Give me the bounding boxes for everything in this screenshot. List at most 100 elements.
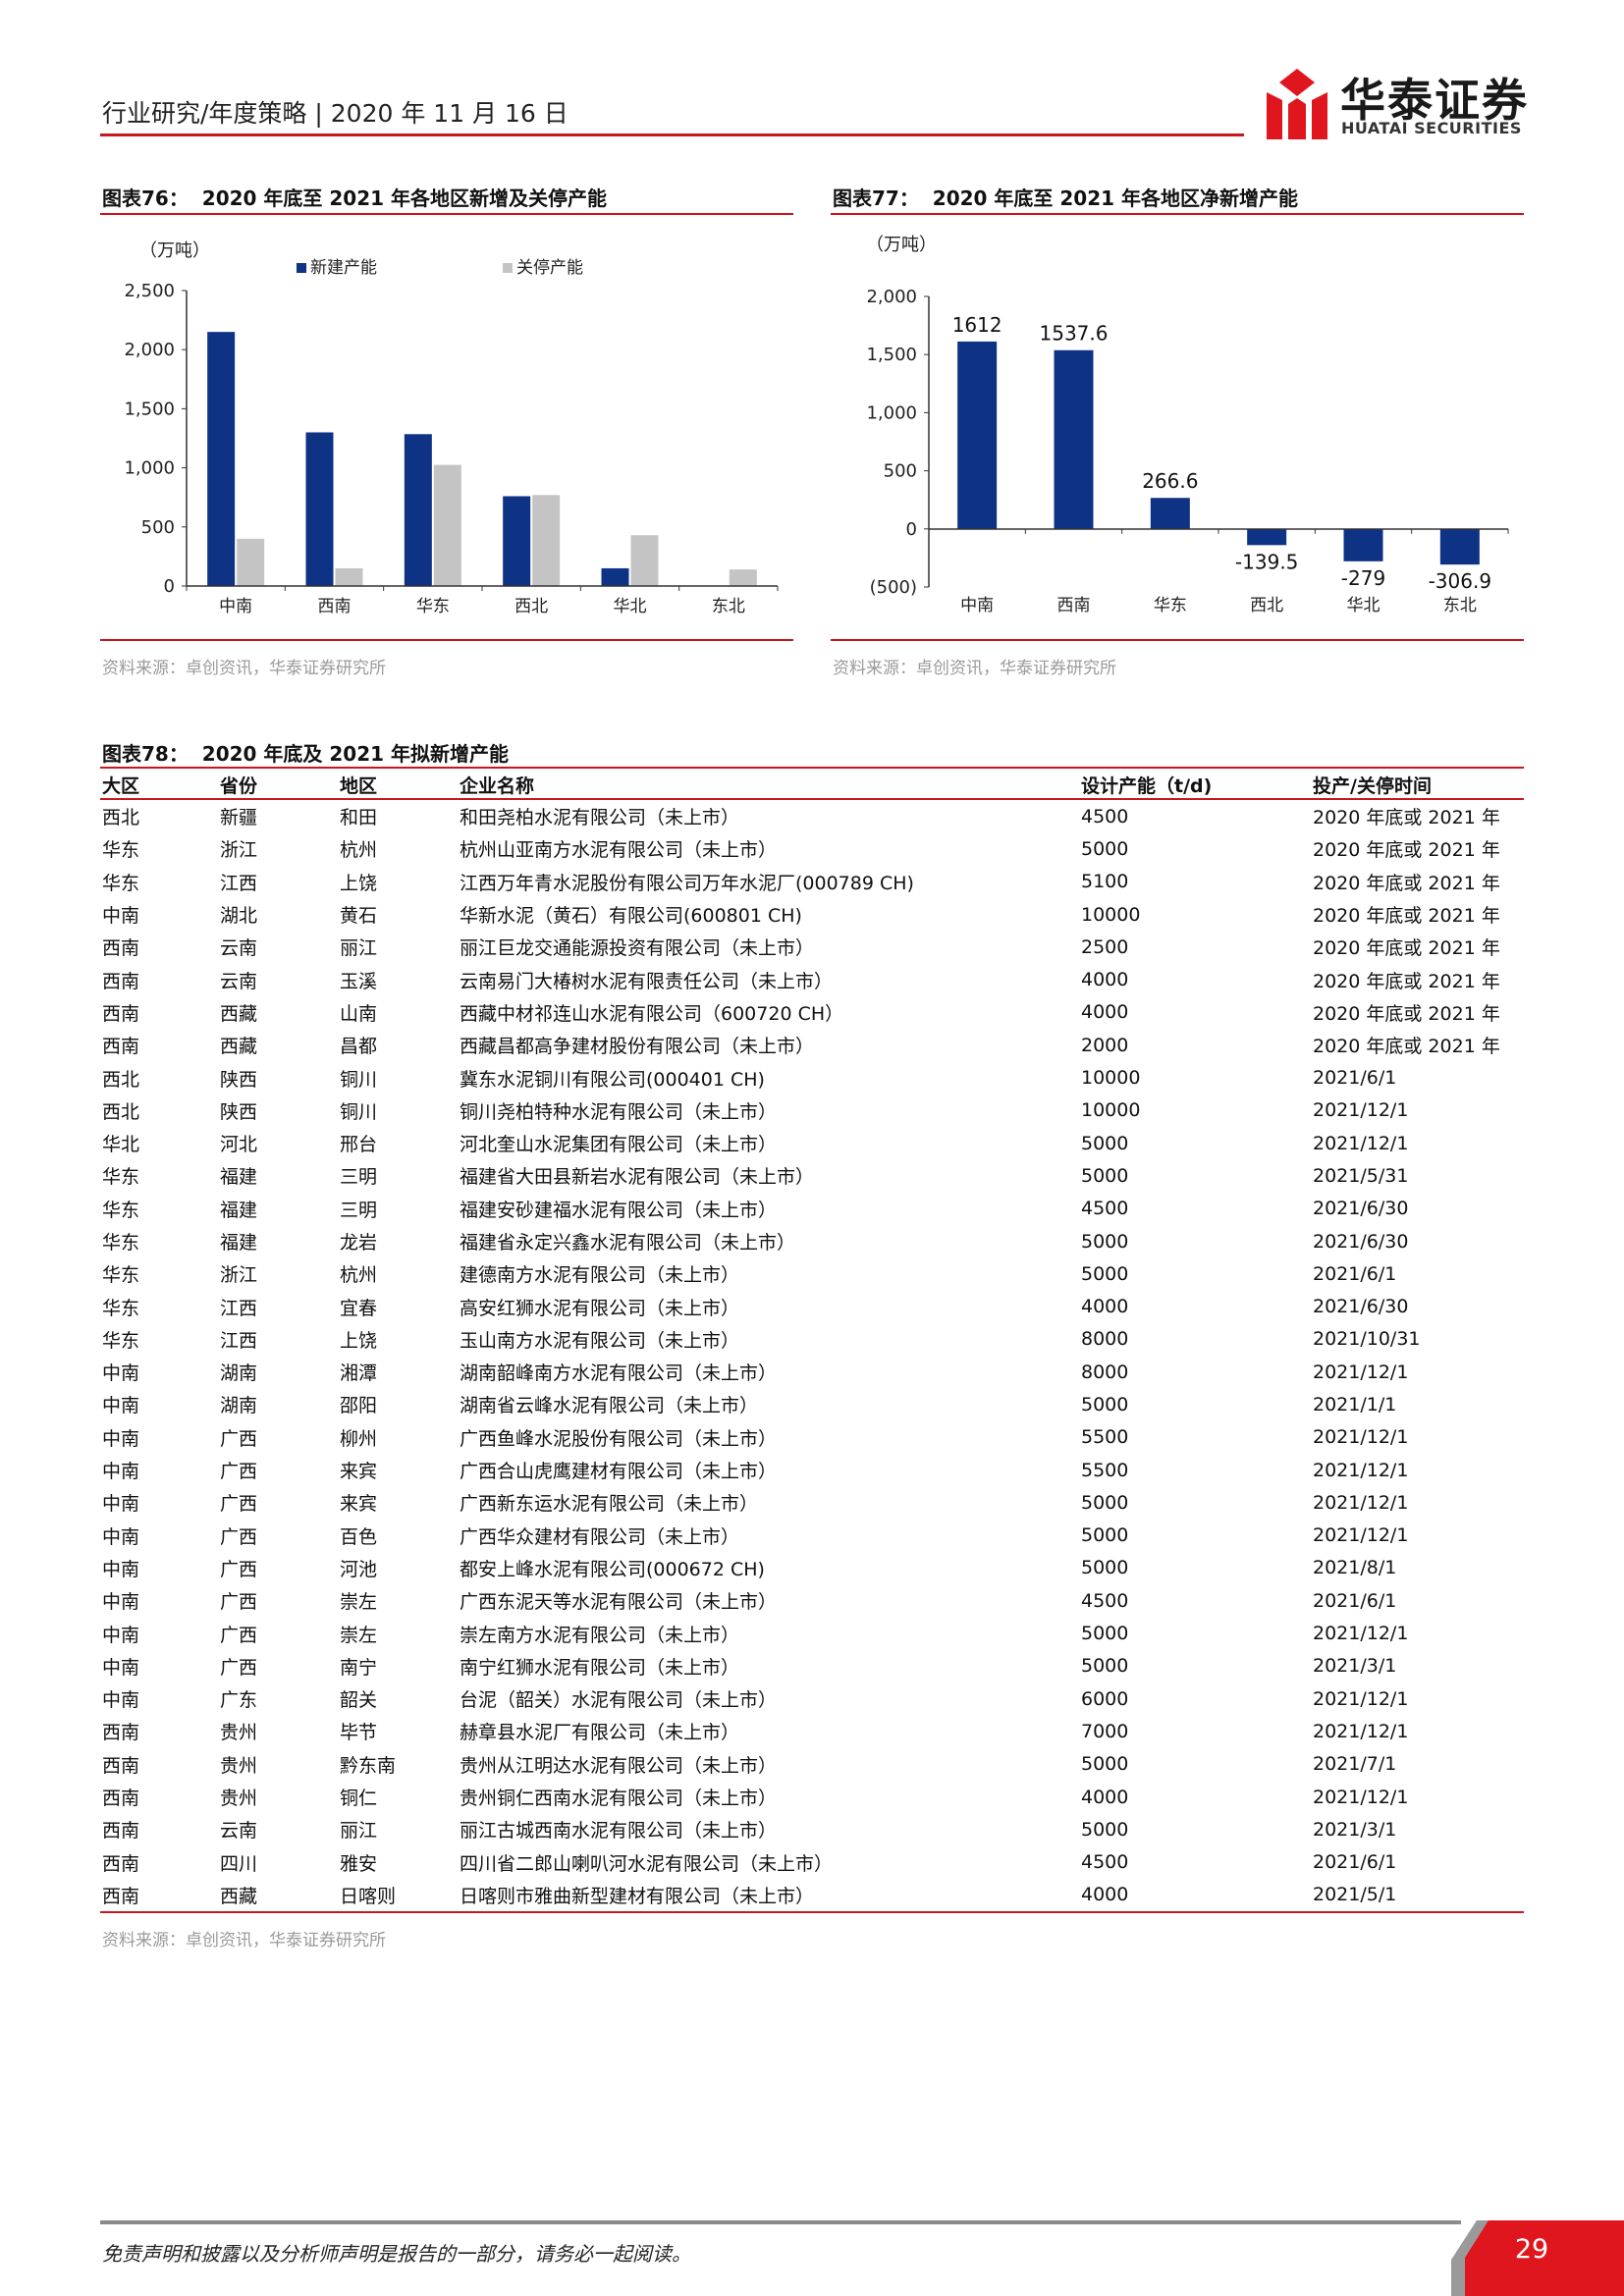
cell-region: 西南: [102, 1820, 140, 1842]
cell-province: 广西: [220, 1558, 258, 1580]
fig77-x-tick-label: 华东: [1154, 596, 1187, 615]
cell-company: 福建安砂建福水泥有限公司（未上市）: [460, 1199, 778, 1221]
cell-province: 贵州: [220, 1788, 258, 1810]
cell-province: 福建: [220, 1199, 258, 1221]
cell-region: 西南: [102, 1036, 140, 1058]
cell-time: 2021/3/1: [1313, 1655, 1397, 1678]
cell-capacity: 4000: [1081, 1786, 1129, 1808]
fig78-title-text: 2020 年底及 2021 年拟新增产能: [201, 742, 509, 766]
cell-capacity: 4500: [1081, 1589, 1129, 1612]
cell-capacity: 5000: [1081, 1655, 1129, 1678]
cell-district: 百色: [340, 1525, 378, 1548]
cell-province: 陕西: [220, 1100, 258, 1123]
cell-province: 四川: [220, 1852, 258, 1875]
fig76-bar-new: [305, 432, 334, 586]
cell-district: 杭州: [340, 839, 378, 862]
cell-time: 2020 年底或 2021 年: [1313, 1002, 1500, 1025]
cell-district: 杭州: [340, 1264, 378, 1287]
cell-province: 陕西: [220, 1068, 258, 1091]
fig76-bar-closed: [433, 464, 461, 586]
cell-capacity: 5000: [1081, 1132, 1129, 1154]
fig77-data-label: 266.6: [1142, 469, 1198, 493]
fig77-y-tick-label: 1,000: [866, 402, 917, 423]
cell-region: 中南: [102, 1525, 140, 1548]
table-row: 中南 广西 来宾 广西合山虎鹰建材有限公司（未上市） 5500 2021/12/1: [100, 1454, 1524, 1486]
cell-time: 2020 年底或 2021 年: [1313, 839, 1500, 862]
cell-company: 河北奎山水泥集团有限公司（未上市）: [460, 1134, 778, 1156]
fig77-bar: [1054, 349, 1094, 529]
cell-capacity: 5500: [1081, 1459, 1129, 1481]
cell-company: 日喀则市雅曲新型建材有限公司（未上市）: [460, 1885, 815, 1907]
table-row: 西南 云南 玉溪 云南易门大椿树水泥有限责任公司（未上市） 4000 2020 年底或 2…: [100, 963, 1524, 995]
cell-capacity: 5000: [1081, 837, 1129, 860]
fig77-bar: [957, 341, 998, 529]
fig76-bar-new: [404, 434, 432, 586]
table-row: 华东 江西 宜春 高安红狮水泥有限公司（未上市） 4000 2021/6/30: [100, 1290, 1524, 1322]
cell-province: 浙江: [220, 839, 258, 862]
cell-company: 广西新东运水泥有限公司（未上市）: [460, 1493, 759, 1516]
table-row: 西南 贵州 铜仁 贵州铜仁西南水泥有限公司（未上市） 4000 2021/12/1: [100, 1781, 1524, 1813]
cell-company: 福建省永定兴鑫水泥有限公司（未上市）: [460, 1232, 796, 1254]
cell-region: 华东: [102, 1166, 140, 1189]
cell-district: 上饶: [340, 872, 378, 894]
fig76-legend: 新建产能 关停产能: [297, 258, 583, 278]
fig76-y-tick-label: 2,000: [124, 340, 175, 360]
cell-time: 2021/12/1: [1313, 1132, 1409, 1154]
cell-company: 西藏昌都高争建材股份有限公司（未上市）: [460, 1036, 815, 1058]
cell-province: 广西: [220, 1525, 258, 1548]
cell-company: 湖南韶峰南方水泥有限公司（未上市）: [460, 1362, 778, 1385]
cell-province: 湖南: [220, 1395, 258, 1417]
fig76-y-tick-label: 1,000: [124, 458, 175, 479]
cell-region: 中南: [102, 1689, 140, 1712]
cell-district: 南宁: [340, 1656, 378, 1679]
cell-district: 三明: [340, 1166, 378, 1189]
table-row: 中南 广西 百色 广西华众建材有限公司（未上市） 5000 2021/12/1: [100, 1520, 1524, 1552]
cell-time: 2021/12/1: [1313, 1524, 1409, 1547]
cell-district: 黄石: [340, 905, 378, 928]
cell-company: 建德南方水泥有限公司（未上市）: [460, 1264, 740, 1287]
cell-capacity: 5000: [1081, 1557, 1129, 1579]
cell-district: 柳州: [340, 1427, 378, 1450]
cell-company: 赫章县水泥厂有限公司（未上市）: [460, 1722, 740, 1744]
fig77-x-tick-label: 西南: [1057, 596, 1091, 615]
cell-company: 福建省大田县新岩水泥有限公司（未上市）: [460, 1166, 815, 1189]
cell-time: 2021/12/1: [1313, 1361, 1409, 1383]
fig76-x-tick-label: 西北: [514, 597, 548, 616]
cell-capacity: 6000: [1081, 1687, 1129, 1710]
cell-time: 2021/7/1: [1313, 1753, 1397, 1776]
table-row: 华东 福建 龙岩 福建省永定兴鑫水泥有限公司（未上市） 5000 2021/6/30: [100, 1225, 1524, 1257]
fig77-y-tick-label: 0: [906, 519, 917, 540]
table-header-row: 大区 省份 地区 企业名称 设计产能（t/d) 投产/关停时间: [100, 772, 1524, 799]
table-row: 华东 福建 三明 福建省大田县新岩水泥有限公司（未上市） 5000 2021/5/31: [100, 1159, 1524, 1192]
cell-region: 西南: [102, 970, 140, 992]
cell-company: 江西万年青水泥股份有限公司万年水泥厂(000789 CH): [460, 872, 914, 894]
cell-capacity: 4500: [1081, 1851, 1129, 1874]
table-row: 西北 新疆 和田 和田尧柏水泥有限公司（未上市） 4500 2020 年底或 2021 年: [100, 799, 1524, 832]
cell-company: 南宁红狮水泥有限公司（未上市）: [460, 1656, 740, 1679]
fig77-y-tick-label: 500: [884, 461, 917, 482]
cell-region: 华东: [102, 1199, 140, 1221]
fig76-bar-closed: [532, 495, 561, 586]
cell-company: 四川省二郎山喇叭河水泥有限公司（未上市）: [460, 1852, 834, 1875]
cell-capacity: 5000: [1081, 1818, 1129, 1841]
fig78-source: 资料来源：卓创资讯，华泰证券研究所: [102, 1931, 386, 1950]
fig77-bar: [1439, 528, 1480, 565]
cell-capacity: 7000: [1081, 1720, 1129, 1742]
table-row: 中南 广西 柳州 广西鱼峰水泥股份有限公司（未上市） 5500 2021/12/1: [100, 1421, 1524, 1454]
cell-region: 中南: [102, 1493, 140, 1516]
cell-company: 都安上峰水泥有限公司(000672 CH): [460, 1558, 765, 1580]
cell-company: 广西鱼峰水泥股份有限公司（未上市）: [460, 1427, 778, 1450]
cell-district: 丽江: [340, 937, 378, 960]
fig77-y-tick-label: (500): [870, 577, 917, 598]
cell-district: 崇左: [340, 1624, 378, 1646]
cell-district: 丽江: [340, 1820, 378, 1842]
cell-province: 广西: [220, 1461, 258, 1483]
cell-district: 三明: [340, 1199, 378, 1221]
cell-company: 湖南省云峰水泥有限公司（未上市）: [460, 1395, 759, 1417]
cell-time: 2021/6/30: [1313, 1296, 1409, 1318]
cell-time: 2021/6/1: [1313, 1067, 1397, 1090]
fig77-x-tick-label: 中南: [960, 596, 994, 615]
cell-province: 福建: [220, 1232, 258, 1254]
cell-region: 西南: [102, 1754, 140, 1777]
cell-region: 西南: [102, 1722, 140, 1744]
